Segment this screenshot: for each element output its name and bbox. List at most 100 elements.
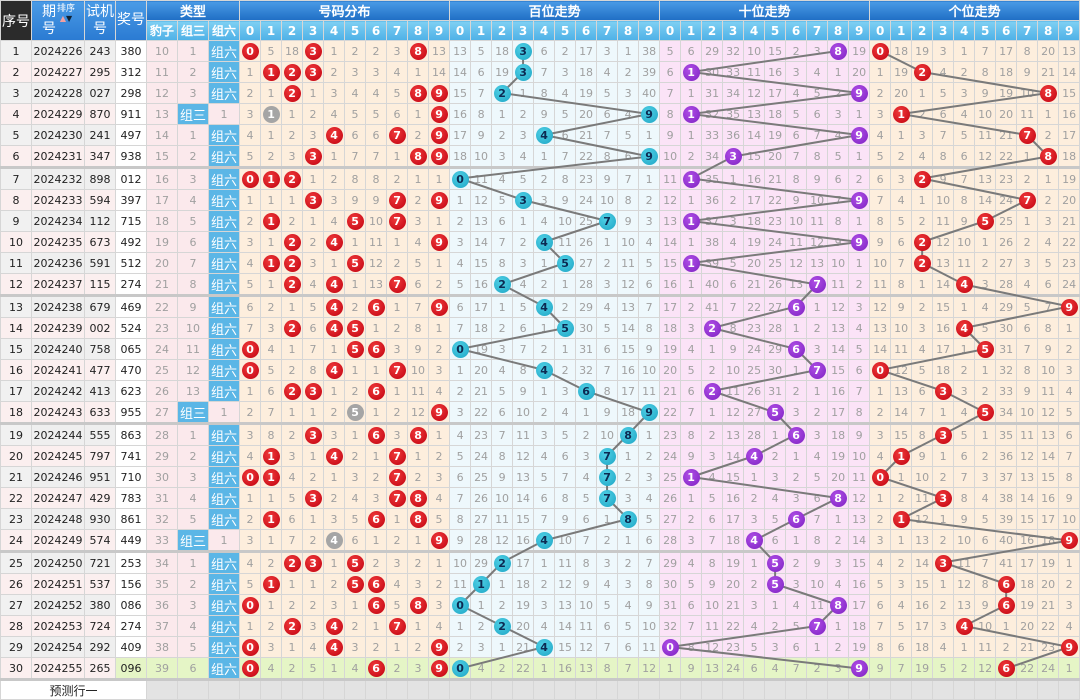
prediction-cell[interactable] bbox=[764, 679, 787, 700]
ge-cell: 22 bbox=[995, 145, 1018, 169]
header-period[interactable]: 期号排序 ▲▼ bbox=[31, 0, 85, 41]
bai-cell: 11 bbox=[554, 231, 577, 253]
shi-cell: 1 bbox=[827, 61, 850, 83]
ge-cell: 18 bbox=[932, 359, 955, 381]
shi-cell: 6 bbox=[785, 636, 808, 658]
prediction-cell[interactable] bbox=[177, 679, 209, 700]
prediction-cell[interactable] bbox=[911, 679, 934, 700]
ge-cell: 18 bbox=[1016, 573, 1039, 595]
prediction-cell[interactable] bbox=[512, 679, 535, 700]
prediction-cell[interactable] bbox=[869, 679, 892, 700]
prediction-cell[interactable] bbox=[554, 679, 577, 700]
table-row: 14 2024239 002 524 23 10 组六 7 3 2 6 4 5 1 2 8 1 7 18 2 6 1 5 30… bbox=[0, 317, 1080, 339]
prediction-cell[interactable] bbox=[995, 679, 1018, 700]
shi-cell: 18 bbox=[848, 615, 871, 637]
prediction-cell[interactable] bbox=[533, 679, 556, 700]
prediction-cell[interactable] bbox=[491, 679, 514, 700]
period-cell: 2024226 bbox=[31, 40, 85, 62]
type-omission-cell: 1 bbox=[207, 401, 241, 425]
prediction-cell[interactable] bbox=[302, 679, 325, 700]
shi-cell: 22 bbox=[764, 189, 787, 211]
prediction-cell[interactable] bbox=[701, 679, 724, 700]
bai-cell: 2 bbox=[617, 551, 640, 574]
bai-hit-ball: 9 bbox=[640, 147, 658, 165]
prediction-cell[interactable] bbox=[659, 679, 682, 700]
ge-cell: 12 bbox=[890, 359, 913, 381]
bai-cell: 2 bbox=[512, 103, 535, 125]
prediction-cell[interactable] bbox=[1037, 679, 1060, 700]
prediction-cell[interactable] bbox=[596, 679, 619, 700]
type-hit-cell: 组六 bbox=[207, 189, 241, 211]
header-digit: 9 bbox=[428, 20, 451, 41]
prediction-cell[interactable] bbox=[407, 679, 430, 700]
prediction-cell[interactable] bbox=[428, 679, 451, 700]
prediction-cell[interactable] bbox=[281, 679, 304, 700]
dist-cell: 1 bbox=[281, 636, 304, 658]
prediction-cell[interactable] bbox=[953, 679, 976, 700]
prediction-cell[interactable] bbox=[680, 679, 703, 700]
shi-cell: 28 bbox=[743, 423, 766, 446]
bai-cell: 6 bbox=[638, 529, 661, 553]
shi-cell: 5 bbox=[806, 82, 829, 104]
prediction-cell[interactable] bbox=[848, 679, 871, 700]
period-cell: 2024239 bbox=[31, 317, 85, 339]
ge-cell: 9 bbox=[890, 295, 913, 318]
ge-cell: 15 bbox=[932, 295, 955, 318]
prediction-cell[interactable] bbox=[890, 679, 913, 700]
dist-cell: 6 bbox=[260, 380, 283, 402]
dist-hit-ball: 6 bbox=[367, 596, 385, 614]
shi-cell: 5 bbox=[785, 103, 808, 125]
period-cell: 2024249 bbox=[31, 529, 85, 553]
ge-cell: 12 bbox=[953, 573, 976, 595]
ge-cell: 8 bbox=[953, 487, 976, 509]
test-number-cell: 115 bbox=[84, 273, 116, 297]
draw-number-cell: 449 bbox=[115, 529, 147, 553]
seq-cell: 9 bbox=[0, 210, 32, 232]
ge-cell: 1 bbox=[932, 445, 955, 467]
shi-cell: 13 bbox=[659, 210, 682, 232]
prediction-cell[interactable] bbox=[974, 679, 997, 700]
prediction-cell[interactable] bbox=[260, 679, 283, 700]
prediction-cell[interactable] bbox=[470, 679, 493, 700]
prediction-cell[interactable] bbox=[239, 679, 262, 700]
dist-cell: 3 bbox=[302, 380, 325, 402]
prediction-cell[interactable] bbox=[386, 679, 409, 700]
prediction-cell[interactable] bbox=[323, 679, 346, 700]
draw-number-cell: 086 bbox=[115, 594, 147, 616]
prediction-cell[interactable] bbox=[1058, 679, 1080, 700]
dist-cell: 2 bbox=[281, 359, 304, 381]
shi-cell: 20 bbox=[848, 61, 871, 83]
prediction-cell[interactable] bbox=[743, 679, 766, 700]
prediction-cell[interactable] bbox=[344, 679, 367, 700]
sort-button[interactable]: 排序 ▲▼ bbox=[56, 3, 75, 23]
ge-cell: 11 bbox=[974, 636, 997, 658]
prediction-cell[interactable] bbox=[575, 679, 598, 700]
bai-cell: 6 bbox=[491, 210, 514, 232]
dist-hit-ball: 9 bbox=[430, 126, 448, 144]
prediction-cell[interactable] bbox=[146, 679, 178, 700]
type-omission-cell: 12 bbox=[177, 359, 209, 381]
prediction-cell[interactable] bbox=[365, 679, 388, 700]
shi-cell: 8 bbox=[701, 551, 724, 574]
prediction-cell[interactable] bbox=[449, 679, 472, 700]
prediction-cell[interactable] bbox=[638, 679, 661, 700]
prediction-cell[interactable] bbox=[207, 679, 241, 700]
dist-cell: 2 bbox=[281, 124, 304, 146]
bai-cell: 13 bbox=[575, 657, 598, 681]
dist-cell: 5 bbox=[344, 573, 367, 595]
dist-cell: 9 bbox=[428, 636, 451, 658]
bai-cell: 13 bbox=[449, 40, 472, 62]
prediction-cell[interactable] bbox=[722, 679, 745, 700]
prediction-cell[interactable] bbox=[785, 679, 808, 700]
prediction-cell[interactable] bbox=[806, 679, 829, 700]
ge-cell: 4 bbox=[1016, 273, 1039, 297]
dist-cell: 3 bbox=[302, 423, 325, 446]
bai-hit-ball: 8 bbox=[619, 510, 637, 528]
prediction-cell[interactable] bbox=[932, 679, 955, 700]
prediction-cell[interactable] bbox=[1016, 679, 1039, 700]
ge-cell: 3 bbox=[890, 573, 913, 595]
prediction-cell[interactable] bbox=[827, 679, 850, 700]
test-number-cell: 347 bbox=[84, 145, 116, 169]
bai-cell: 6 bbox=[512, 317, 535, 339]
prediction-cell[interactable] bbox=[617, 679, 640, 700]
